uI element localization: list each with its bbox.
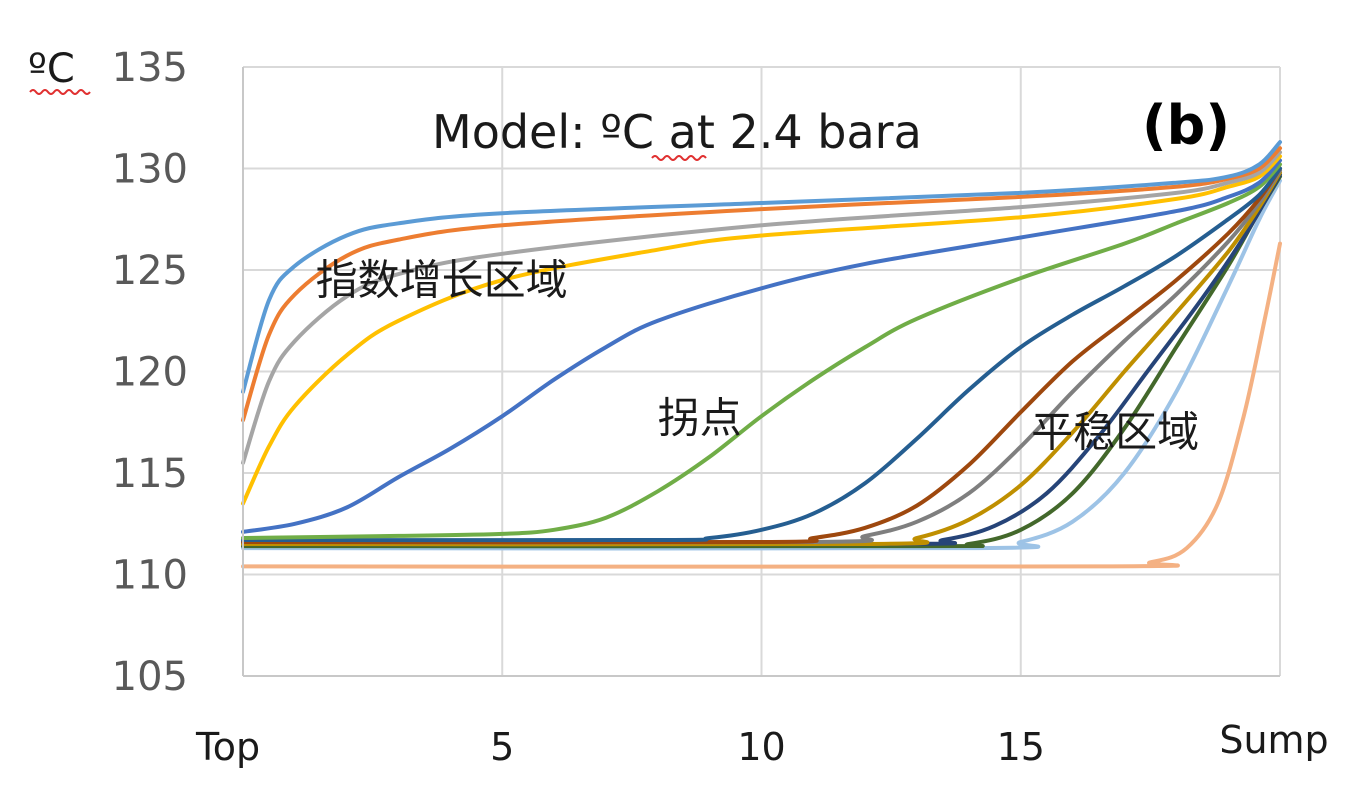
series-line [241, 170, 1282, 547]
series-line [241, 158, 1282, 534]
y-tick-label: 105 [112, 654, 188, 700]
y-tick-label: 130 [112, 147, 188, 193]
series-lines [241, 140, 1282, 569]
series-line [241, 154, 1282, 506]
x-tick-label: 5 [490, 725, 514, 769]
annotation-label: 平稳区域 [1031, 408, 1199, 457]
y-tick-labels: 105 110 115 120 125 130 135 [112, 45, 188, 700]
series-line [241, 140, 1282, 394]
x-tick-label: 10 [737, 725, 785, 769]
series-line [241, 166, 1282, 543]
y-axis-label: ºC [28, 46, 75, 92]
x-tick-labels: Top 5 10 15 Sump [195, 718, 1329, 769]
y-tick-label: 135 [112, 45, 188, 91]
series-line [241, 178, 1282, 551]
y-tick-label: 125 [112, 248, 188, 294]
x-tick-label: 15 [997, 725, 1045, 769]
series-line [241, 146, 1282, 423]
series-line [241, 162, 1282, 540]
y-tick-label: 120 [112, 350, 188, 396]
series-line [241, 150, 1282, 465]
x-tick-label: Top [195, 725, 260, 769]
y-axis-label-spellcheck-squiggle [29, 89, 91, 95]
series-line [241, 166, 1282, 545]
chart-title: Model: ºC at 2.4 bara [432, 105, 922, 159]
panel-label: (b) [1142, 94, 1230, 157]
y-tick-label: 115 [112, 451, 188, 497]
title-spellcheck-squiggle [651, 155, 707, 161]
annotation-label: 指数增长区域 [316, 255, 568, 304]
axes [242, 67, 1280, 677]
series-line [241, 174, 1282, 549]
series-line [241, 241, 1282, 569]
annotation-label: 拐点 [658, 393, 742, 442]
y-tick-label: 110 [112, 553, 188, 599]
x-tick-label: Sump [1219, 718, 1328, 762]
